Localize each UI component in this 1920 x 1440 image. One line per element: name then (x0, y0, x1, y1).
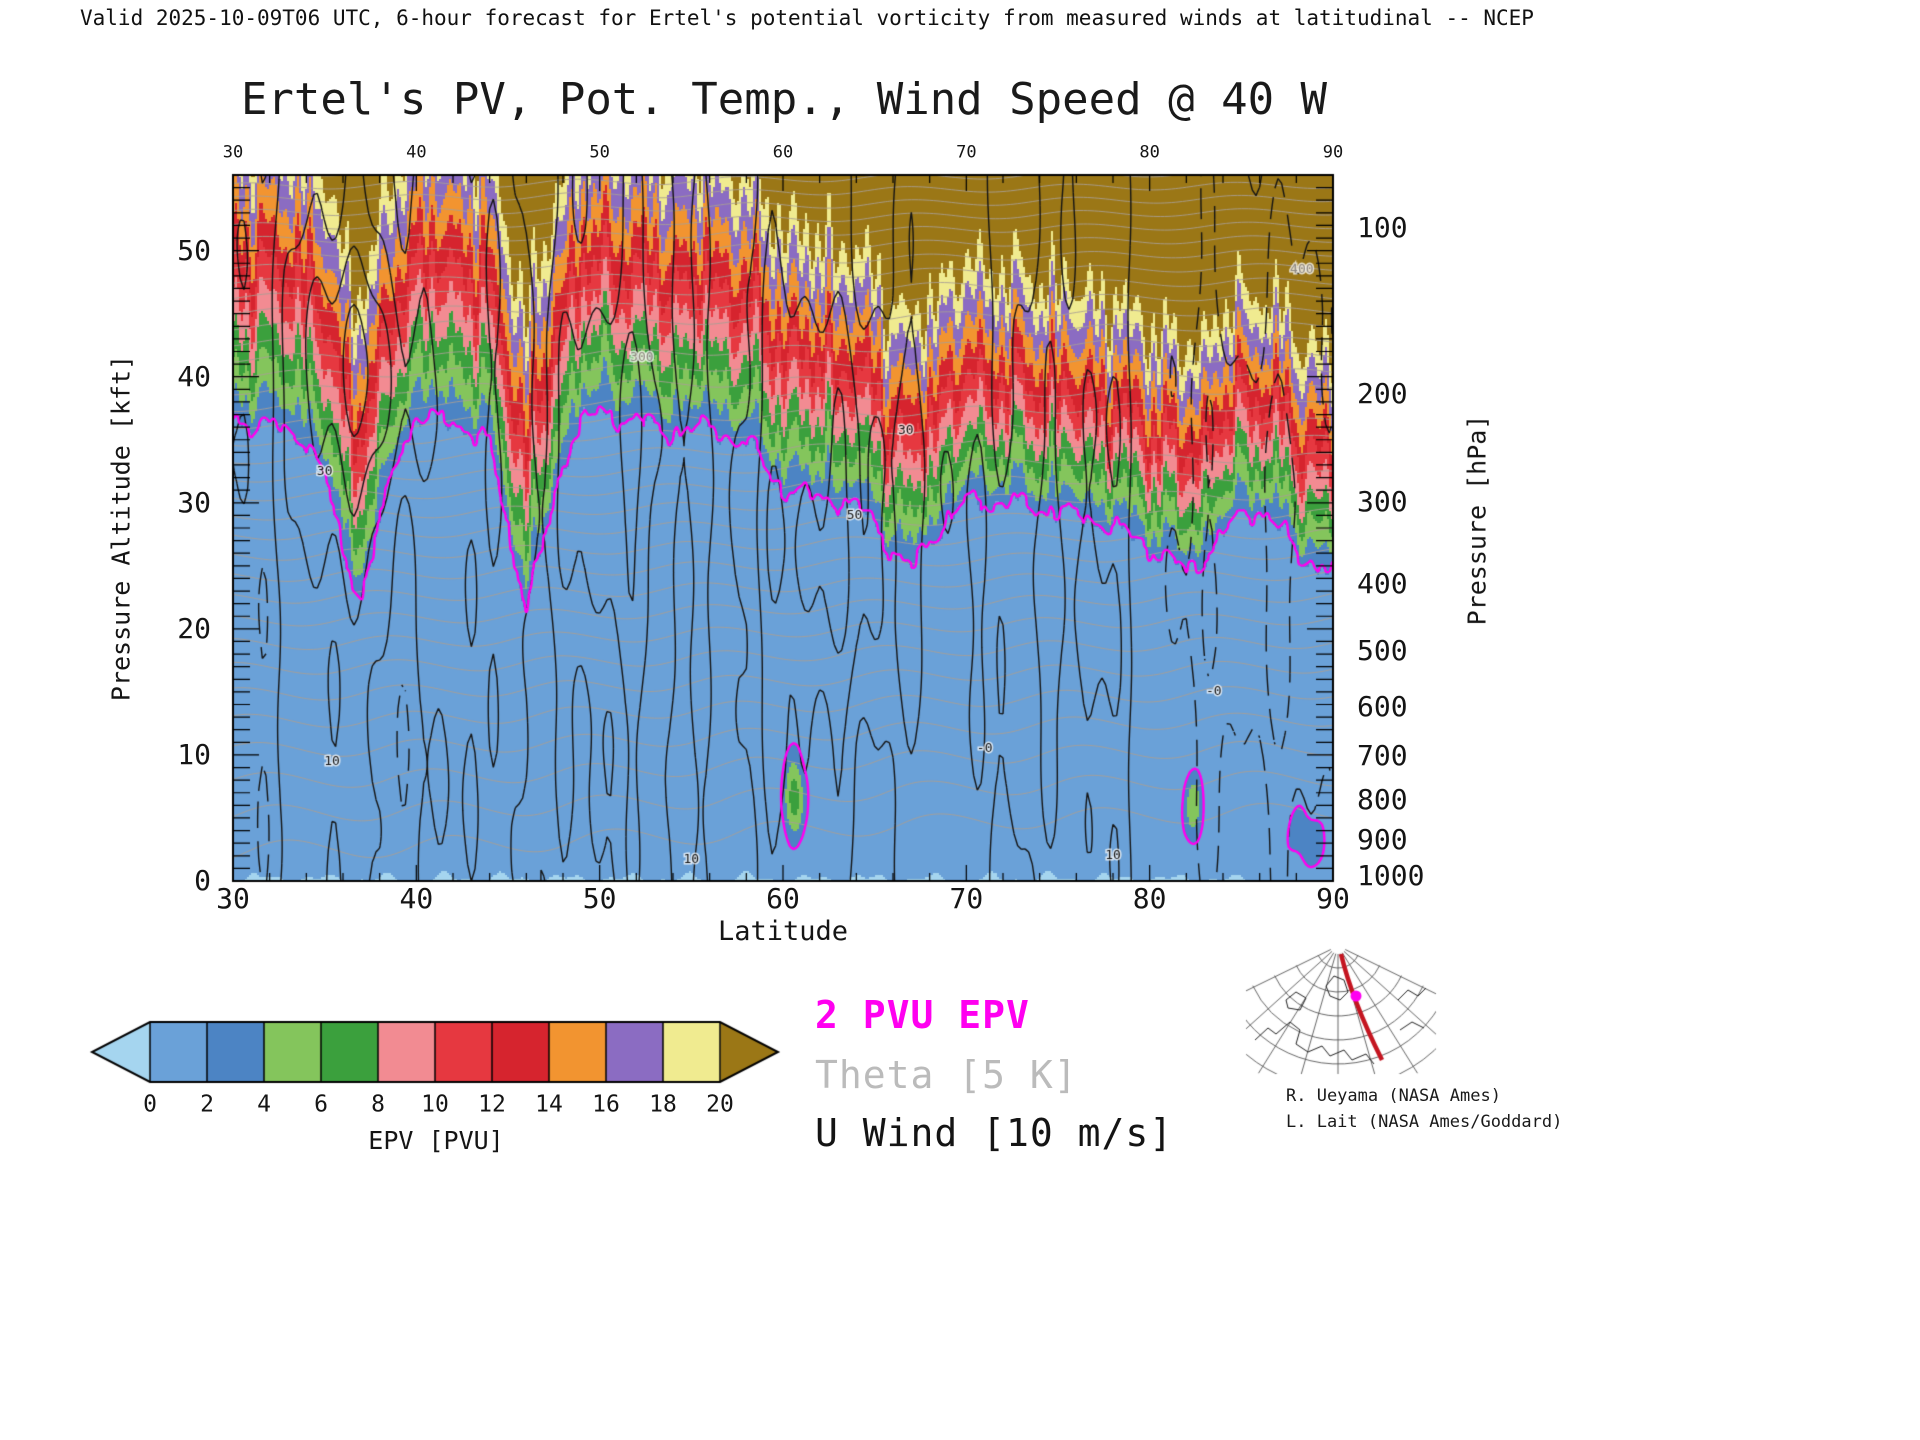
pressure-tick-label: 900 (1357, 823, 1408, 857)
pressure-tick-label: 1000 (1357, 859, 1425, 893)
x-tick-label: 40 (399, 882, 434, 915)
pressure-tick-label: 600 (1357, 690, 1408, 724)
x-top-tick-label: 30 (222, 142, 244, 163)
colorbar-tick-label: 2 (200, 1091, 214, 1118)
colorbar-tick-label: 14 (535, 1091, 563, 1118)
x-top-tick-label: 70 (956, 142, 977, 163)
x-tick-label: 30 (216, 882, 250, 915)
x-tick-label: 80 (1132, 882, 1167, 915)
y-left-tick-label: 20 (177, 611, 211, 645)
y-left-tick-label: 0 (194, 864, 211, 897)
legend-u-wind: U Wind [10 m/s] (815, 1111, 1174, 1155)
colorbar-tick-label: 8 (371, 1091, 385, 1118)
colorbar-tick-label: 0 (143, 1091, 157, 1118)
colorbar-tick-label: 18 (649, 1091, 677, 1118)
y-left-axis-title: Pressure Altitude [kft] (106, 354, 136, 702)
pressure-tick-label: 400 (1357, 566, 1408, 600)
x-top-tick-label: 40 (406, 142, 427, 163)
pressure-tick-label: 200 (1357, 377, 1408, 411)
pressure-tick-label: 100 (1357, 210, 1408, 244)
y-right-axis-title: Pressure [hPa] (1462, 414, 1492, 626)
legend-theta: Theta [5 K] (815, 1053, 1078, 1097)
validity-header: Valid 2025-10-09T06 UTC, 6-hour forecast… (80, 6, 1534, 30)
colorbar-tick-label: 10 (421, 1091, 449, 1118)
colorbar-tick-label: 12 (478, 1091, 506, 1118)
x-top-tick-label: 90 (1322, 142, 1344, 163)
colorbar-tick-label: 6 (314, 1091, 328, 1118)
pressure-tick-label: 700 (1357, 739, 1408, 773)
x-tick-label: 50 (582, 882, 617, 915)
legend-2pvu-epv: 2 PVU EPV (815, 993, 1030, 1037)
x-tick-label: 90 (1316, 882, 1350, 915)
x-top-tick-label: 60 (772, 142, 794, 163)
x-top-tick-label: 50 (589, 142, 610, 163)
colorbar-tick-label: 4 (257, 1091, 271, 1118)
colorbar-tick-label: 20 (706, 1091, 734, 1118)
x-top-tick-label: 80 (1139, 142, 1160, 163)
chart-title: Ertel's PV, Pot. Temp., Wind Speed @ 40 … (240, 74, 1328, 125)
pressure-tick-label: 300 (1357, 485, 1408, 519)
pressure-tick-label: 800 (1357, 783, 1408, 817)
y-left-tick-label: 30 (177, 485, 211, 519)
pressure-tick-label: 500 (1357, 633, 1408, 667)
credit-lait: L. Lait (NASA Ames/Goddard) (1286, 1112, 1563, 1132)
y-left-tick-label: 50 (177, 233, 211, 267)
y-left-tick-label: 10 (177, 737, 211, 771)
y-left-tick-label: 40 (177, 359, 211, 393)
colorbar-tick-label: 16 (592, 1091, 620, 1118)
x-tick-label: 60 (766, 882, 800, 915)
x-tick-label: 70 (949, 882, 984, 915)
x-axis-title: Latitude (717, 916, 849, 947)
colorbar-title: EPV [PVU] (368, 1126, 504, 1155)
credit-ueyama: R. Ueyama (NASA Ames) (1286, 1086, 1501, 1106)
